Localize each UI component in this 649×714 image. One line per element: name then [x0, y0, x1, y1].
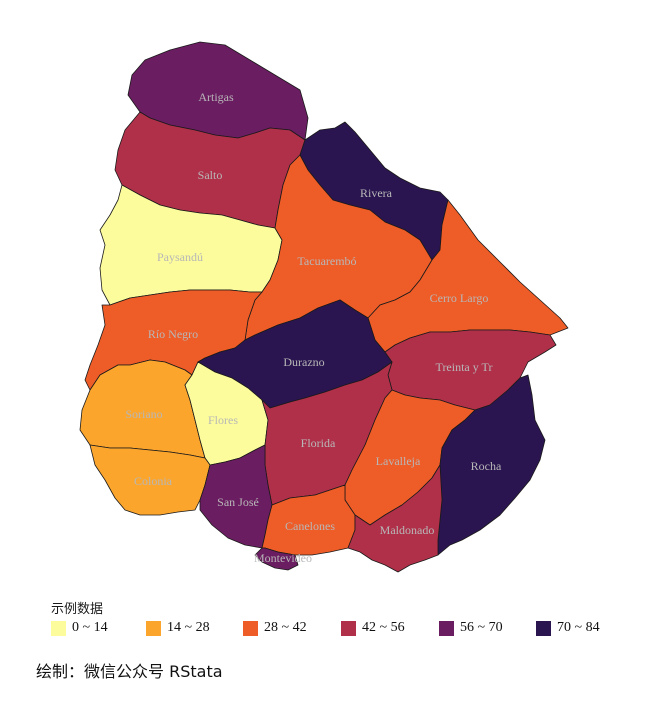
legend-label: 0 ~ 14 [72, 620, 108, 635]
legend-label: 70 ~ 84 [557, 620, 600, 635]
uruguay-map: Artigas Salto Rivera Paysandú Tacuarembó… [79, 41, 569, 573]
legend-swatch [536, 620, 551, 636]
legend-item: 42 ~ 56 [341, 620, 439, 636]
legend-item: 14 ~ 28 [146, 620, 243, 636]
legend-item: 28 ~ 42 [243, 620, 341, 636]
legend-swatch [341, 620, 356, 636]
label-san-jose: San José [217, 495, 259, 509]
legend-swatch [439, 620, 454, 636]
label-tacuarembo: Tacuarembó [297, 254, 356, 268]
label-florida: Florida [301, 436, 336, 450]
label-soriano: Soriano [125, 407, 162, 421]
region-maldonado[interactable] [347, 464, 443, 573]
legend-swatch [51, 620, 66, 636]
label-durazno: Durazno [283, 355, 324, 369]
legend-label: 14 ~ 28 [167, 620, 210, 635]
legend-swatch [243, 620, 258, 636]
label-rocha: Rocha [471, 459, 502, 473]
legend: 0 ~ 14 14 ~ 28 28 ~ 42 42 ~ 56 56 ~ 70 7… [51, 620, 621, 636]
legend-label: 42 ~ 56 [362, 620, 405, 635]
legend-item: 70 ~ 84 [536, 620, 621, 636]
label-treinta-y-tres: Treinta y Tr [436, 360, 493, 374]
legend-label: 56 ~ 70 [460, 620, 503, 635]
legend-swatch [146, 620, 161, 636]
caption: 绘制：微信公众号 RStata [36, 662, 223, 681]
region-rocha[interactable] [437, 374, 546, 556]
label-flores: Flores [208, 413, 238, 427]
label-artigas: Artigas [198, 90, 234, 104]
label-canelones: Canelones [285, 519, 335, 533]
label-cerro-largo: Cerro Largo [430, 291, 489, 305]
label-salto: Salto [198, 168, 223, 182]
legend-item: 56 ~ 70 [439, 620, 536, 636]
region-montevideo[interactable] [254, 547, 299, 571]
legend-item: 0 ~ 14 [51, 620, 146, 636]
label-colonia: Colonia [134, 474, 173, 488]
label-montevideo: Montevideo [254, 551, 312, 565]
label-rivera: Rivera [360, 186, 393, 200]
label-maldonado: Maldonado [380, 523, 435, 537]
label-paysandu: Paysandú [157, 250, 203, 264]
legend-title: 示例数据 [51, 602, 104, 617]
label-rio-negro: Río Negro [148, 327, 198, 341]
region-canelones[interactable] [261, 484, 356, 556]
legend-label: 28 ~ 42 [264, 620, 307, 635]
label-lavalleja: Lavalleja [376, 454, 421, 468]
